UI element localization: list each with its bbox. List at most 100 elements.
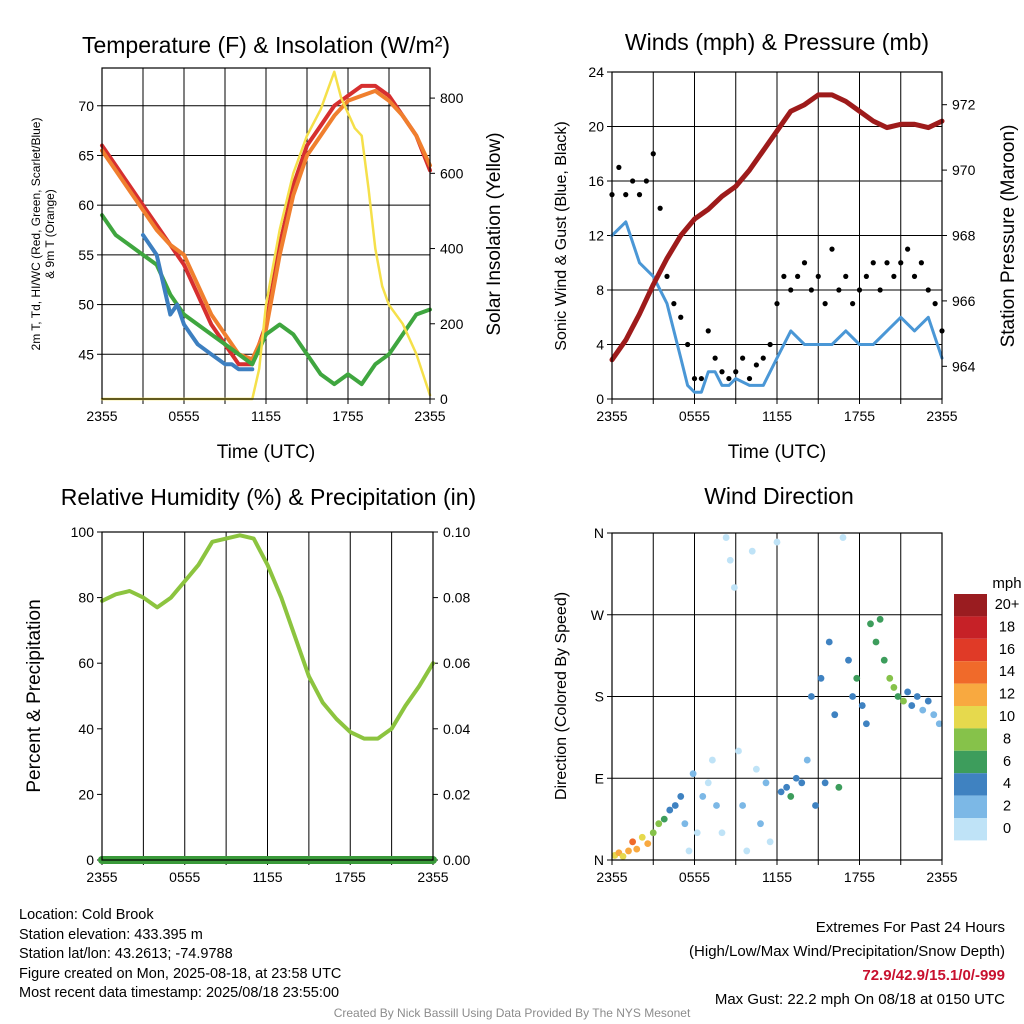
wind-xtick-label: 1755: [844, 408, 875, 424]
temp-ytick-label-right: 0: [440, 391, 448, 407]
extremes-values: 72.9/42.9/15.1/0/-999: [862, 967, 1005, 984]
temp-ytick-label-right: 600: [440, 165, 464, 181]
rh-ytick-label-right: 0.08: [443, 590, 470, 606]
created-text: Figure created on Mon, 2025-08-18, at 23…: [19, 965, 342, 982]
rh-ytick-label-right: 0.00: [443, 852, 470, 868]
gust-point: [870, 260, 876, 266]
direction-point: [704, 779, 712, 787]
rh-ytick-label-left: 20: [78, 786, 94, 802]
rh-xtick-label: 2355: [417, 869, 448, 885]
legend-label: 8: [1003, 731, 1011, 747]
temp-xlabel: Time (UTC): [217, 442, 316, 463]
temp-ytick-label-left: 55: [78, 247, 94, 263]
gust-point: [671, 301, 677, 307]
direction-point: [619, 852, 627, 860]
wind-series-gust: [609, 151, 945, 382]
legend-swatch: [954, 594, 987, 617]
direction-point: [766, 838, 774, 846]
speed-legend: mph 20+ 18 16 14 12 10 8 6 4 2 0: [954, 575, 1022, 841]
elevation-text: Station elevation: 433.395 m: [19, 926, 203, 943]
direction-point: [935, 720, 943, 728]
gust-point: [753, 362, 759, 368]
gust-point: [774, 301, 780, 307]
direction-point: [685, 847, 693, 855]
wind-ytick-label-left: 4: [596, 337, 604, 353]
direction-point: [872, 638, 880, 646]
direction-point: [862, 720, 870, 728]
direction-point: [748, 547, 756, 555]
legend-label: 20+: [995, 597, 1020, 613]
gust-point: [712, 355, 718, 361]
dir-xtick-label: 0555: [679, 869, 710, 885]
direction-point: [853, 674, 861, 682]
location-text: Location: Cold Brook: [19, 907, 154, 923]
gust-point: [746, 375, 753, 382]
direction-point: [671, 802, 679, 809]
direction-point: [638, 833, 646, 841]
extremes-subheading: (High/Low/Max Wind/Precipitation/Snow De…: [689, 943, 1005, 960]
legend-label: 10: [999, 709, 1015, 725]
direction-point: [876, 615, 884, 623]
temp-ylabel-left: 2m T, Td, HI/WC (Red, Green, Scarlet/Blu…: [29, 118, 57, 351]
temp-ytick-label-left: 50: [78, 297, 94, 313]
legend-label: 6: [1003, 754, 1011, 770]
gust-point: [829, 246, 835, 252]
gust-point: [905, 246, 911, 252]
legend-label: 16: [999, 642, 1015, 658]
rh-ytick-label-left: 80: [78, 590, 94, 606]
gust-point: [685, 341, 691, 348]
gust-point: [733, 369, 739, 375]
direction-point: [787, 793, 795, 800]
extremes-info: Extremes For Past 24 Hours (High/Low/Max…: [689, 916, 1005, 1012]
gust-point: [657, 205, 663, 211]
rh-ytick-label-left: 40: [78, 721, 94, 737]
direction-point: [752, 765, 760, 773]
extremes-heading: Extremes For Past 24 Hours: [815, 919, 1005, 936]
direction-point: [713, 802, 720, 809]
temp-plot-border: [101, 67, 431, 400]
legend-label: 4: [1003, 776, 1011, 792]
direction-point: [821, 779, 829, 787]
wind-ytick-label-left: 20: [588, 119, 604, 135]
gust-point: [925, 287, 931, 293]
wind-ytick-label-right: 966: [952, 293, 976, 309]
gust-point: [884, 260, 890, 266]
temp-ylabel-left-1: 2m T, Td, HI/WC (Red, Green, Scarlet/Blu…: [29, 118, 43, 351]
rh-ytick-label-right: 0.04: [443, 721, 470, 737]
direction-point: [880, 656, 888, 664]
rh-xtick-label: 1755: [335, 869, 366, 885]
temp-ytick-label-left: 65: [78, 147, 94, 163]
gust-point: [678, 314, 684, 320]
rh-title: Relative Humidity (%) & Precipitation (i…: [61, 484, 476, 510]
direction-point: [773, 538, 781, 546]
gust-point: [705, 328, 711, 334]
direction-point: [792, 774, 800, 782]
direction-point: [858, 702, 866, 709]
rh-ylabel-left: Percent & Precipitation: [24, 599, 45, 792]
wind-ytick-label-right: 970: [952, 162, 976, 178]
wind-ytick-label-left: 8: [596, 282, 604, 298]
wind-ytick-label-left: 16: [588, 173, 604, 189]
temp-xtick-label: 1755: [332, 408, 363, 424]
temp-ylabel-left-2: & 9m T (Orange): [43, 189, 57, 279]
dir-ytick-label-left: N: [594, 525, 604, 541]
gust-point: [891, 273, 897, 279]
direction-point: [660, 815, 668, 823]
direction-point: [666, 806, 674, 814]
wind-ytick-label-right: 972: [952, 97, 976, 113]
direction-point: [812, 802, 819, 809]
wind-ytick-label-left: 24: [588, 64, 604, 80]
legend-label: 0: [1003, 821, 1011, 837]
station-info: Location: Cold Brook Station elevation: …: [19, 906, 341, 1004]
legend-swatch: [954, 818, 987, 841]
rh-xtick-label: 0555: [169, 869, 200, 885]
dir-ylabel-left: Direction (Colored By Speed): [553, 592, 570, 800]
direction-point: [825, 638, 833, 646]
legend-swatch: [954, 638, 987, 662]
temp-panel: 2355 0555 1155 1755 2355 45 50 55 60 65 70 0 200 400 6…: [29, 32, 505, 463]
wind-plot-border: [611, 71, 943, 400]
gust-point: [801, 260, 808, 266]
direction-point: [726, 556, 734, 564]
gust-point: [781, 273, 787, 279]
